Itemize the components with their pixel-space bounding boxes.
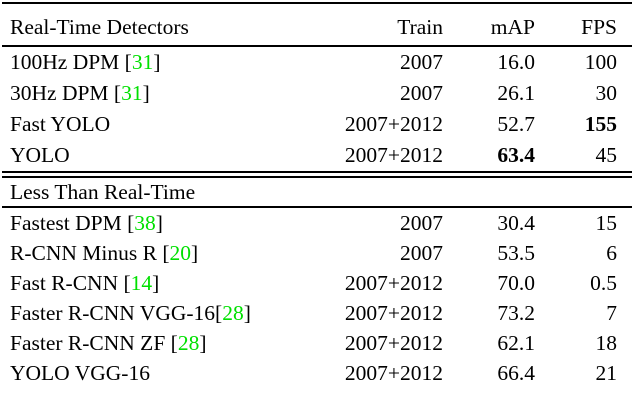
table-row: Faster R-CNN ZF [28] 2007+2012 62.1 18 xyxy=(2,328,632,358)
train-cell: 2007+2012 xyxy=(344,361,443,385)
map-cell: 30.4 xyxy=(497,211,535,235)
map-cell: 26.1 xyxy=(497,81,535,105)
detector-name: 100Hz DPM [31] xyxy=(10,50,161,74)
fps-cell: 100 xyxy=(584,50,617,74)
citation-link[interactable]: 38 xyxy=(134,211,156,235)
detector-name: Fast R-CNN [14] xyxy=(10,271,160,295)
col-header-train: Train xyxy=(397,15,443,39)
train-cell: 2007+2012 xyxy=(344,331,443,355)
detector-comparison-table: Real-Time Detectors Train mAP FPS 100Hz … xyxy=(2,2,632,388)
map-cell: 63.4 xyxy=(497,143,535,167)
table-row: YOLO 2007+2012 63.4 45 xyxy=(2,140,632,171)
train-cell: 2007+2012 xyxy=(344,271,443,295)
fps-cell: 45 xyxy=(595,143,618,167)
col-header-fps: FPS xyxy=(581,15,617,39)
table-row: R-CNN Minus R [20] 2007 53.5 6 xyxy=(2,238,632,268)
fps-cell: 18 xyxy=(595,331,618,355)
table-row: YOLO VGG-16 2007+2012 66.4 21 xyxy=(2,358,632,388)
fps-cell: 6 xyxy=(606,241,617,265)
citation-link[interactable]: 14 xyxy=(130,271,153,295)
detector-name: YOLO VGG-16 xyxy=(10,361,150,385)
detector-name: Faster R-CNN ZF [28] xyxy=(10,331,207,355)
map-cell: 16.0 xyxy=(497,50,535,74)
table-row: Faster R-CNN VGG-16[28] 2007+2012 73.2 7 xyxy=(2,298,632,328)
train-cell: 2007+2012 xyxy=(344,112,443,136)
fps-cell: 0.5 xyxy=(590,271,617,295)
citation-link[interactable]: 28 xyxy=(222,301,244,325)
map-cell: 52.7 xyxy=(497,112,535,136)
fps-cell: 7 xyxy=(606,301,617,325)
table-row: Fast R-CNN [14] 2007+2012 70.0 0.5 xyxy=(2,268,632,298)
table-header-row: Real-Time Detectors Train mAP FPS xyxy=(2,4,632,47)
train-cell: 2007 xyxy=(400,241,443,265)
section-header-row: Less Than Real-Time xyxy=(2,178,632,208)
map-cell: 62.1 xyxy=(497,331,535,355)
map-cell: 73.2 xyxy=(497,301,535,325)
train-cell: 2007 xyxy=(400,81,443,105)
fps-cell: 155 xyxy=(584,112,617,136)
map-cell: 70.0 xyxy=(497,271,535,295)
section-title: Less Than Real-Time xyxy=(10,180,196,204)
section-divider-double-rule xyxy=(2,171,632,178)
map-cell: 53.5 xyxy=(497,241,535,265)
fps-cell: 15 xyxy=(595,211,618,235)
citation-link[interactable]: 31 xyxy=(131,50,154,74)
detector-name: Fast YOLO xyxy=(10,112,111,136)
col-header-map: mAP xyxy=(490,15,535,39)
fps-cell: 30 xyxy=(595,81,618,105)
citation-link[interactable]: 28 xyxy=(177,331,200,355)
fps-cell: 21 xyxy=(595,361,618,385)
citation-link[interactable]: 31 xyxy=(121,81,143,105)
train-cell: 2007+2012 xyxy=(344,301,443,325)
map-cell: 66.4 xyxy=(497,361,535,385)
train-cell: 2007+2012 xyxy=(344,143,443,167)
detector-name: Faster R-CNN VGG-16[28] xyxy=(10,301,251,325)
col-header-detectors: Real-Time Detectors xyxy=(10,15,189,39)
detector-name: 30Hz DPM [31] xyxy=(10,81,150,105)
table-row: Fastest DPM [38] 2007 30.4 15 xyxy=(2,208,632,238)
train-cell: 2007 xyxy=(400,50,443,74)
detector-name: Fastest DPM [38] xyxy=(10,211,163,235)
table-row: 30Hz DPM [31] 2007 26.1 30 xyxy=(2,78,632,109)
table-row: 100Hz DPM [31] 2007 16.0 100 xyxy=(2,47,632,78)
detector-name: YOLO xyxy=(10,143,70,167)
table-row: Fast YOLO 2007+2012 52.7 155 xyxy=(2,109,632,140)
detector-name: R-CNN Minus R [20] xyxy=(10,241,199,265)
train-cell: 2007 xyxy=(400,211,443,235)
citation-link[interactable]: 20 xyxy=(169,241,191,265)
